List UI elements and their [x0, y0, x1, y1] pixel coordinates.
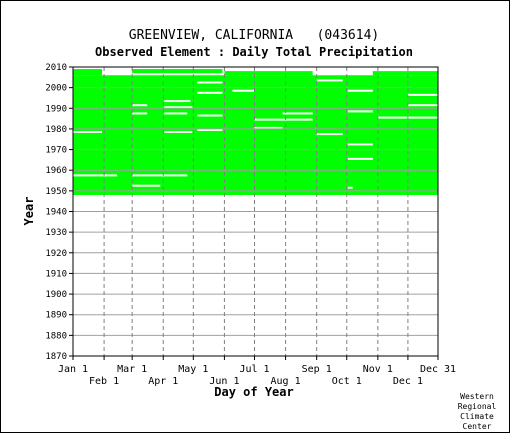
- x-tick-label: Nov 1: [363, 364, 393, 375]
- x-tick-label: Sep 1: [302, 364, 332, 375]
- missing-segment: [282, 112, 313, 115]
- missing-segment: [347, 186, 353, 189]
- missing-segment: [232, 89, 255, 92]
- y-tick-label: 1960: [45, 166, 67, 176]
- missing-segment: [347, 143, 373, 146]
- y-tick-label: 1910: [45, 269, 67, 279]
- data-layer: [73, 69, 438, 195]
- y-tick-label: 1990: [45, 104, 67, 114]
- missing-segment: [197, 81, 223, 84]
- missing-segment: [254, 126, 283, 129]
- observed-block: [132, 69, 223, 74]
- axis-layer: 1870 1880 1890 1900 1910 1920 1930 1940 1950 1960…: [45, 63, 456, 387]
- x-axis-label: Day of Year: [214, 385, 293, 399]
- credit-line: Center: [463, 422, 492, 431]
- missing-segment: [164, 112, 188, 115]
- missing-segment: [197, 114, 223, 117]
- x-tick-label: Jan 1: [58, 364, 88, 375]
- x-tick-label: Apr 1: [148, 376, 178, 387]
- y-tick-label: 2000: [45, 84, 67, 94]
- y-tick-label: 1930: [45, 228, 67, 238]
- missing-segment: [316, 79, 343, 82]
- missing-segment: [73, 131, 103, 134]
- y-axis-label: Year: [22, 197, 36, 226]
- credit-line: Climate: [460, 412, 494, 421]
- x-tick-label: Aug 1: [271, 376, 301, 387]
- missing-segment: [254, 118, 313, 121]
- y-tick-label: 1950: [45, 187, 67, 197]
- missing-segment: [197, 91, 223, 94]
- y-tick-label: 1920: [45, 249, 67, 259]
- y-tick-label: 1970: [45, 146, 67, 156]
- x-tick-label: Oct 1: [332, 376, 362, 387]
- x-tick-label: Dec 31: [420, 364, 456, 375]
- y-tick-label: 1900: [45, 290, 67, 300]
- missing-segment: [164, 106, 193, 109]
- x-tick-label: Dec 1: [393, 376, 423, 387]
- credit-line: Regional: [458, 402, 497, 411]
- missing-segment: [347, 89, 373, 92]
- observed-block: [73, 69, 103, 76]
- missing-segment: [407, 93, 438, 96]
- y-tick-label: 1870: [45, 352, 67, 362]
- x-tick-label: Feb 1: [89, 376, 119, 387]
- missing-segment: [132, 104, 148, 107]
- missing-segment: [197, 128, 223, 131]
- y-tick-label: 1980: [45, 125, 67, 135]
- y-tick-label: 1940: [45, 208, 67, 218]
- observed-block: [372, 71, 438, 76]
- missing-segment: [316, 133, 343, 136]
- y-tick-label: 1890: [45, 311, 67, 321]
- missing-segment: [132, 174, 188, 177]
- missing-segment: [73, 174, 118, 177]
- x-tick-label: Mar 1: [117, 364, 147, 375]
- missing-segment: [347, 157, 373, 160]
- y-tick-label: 1880: [45, 331, 67, 341]
- chart-title: GREENVIEW, CALIFORNIA (043614): [129, 28, 379, 43]
- x-tick-label: Jul 1: [239, 364, 269, 375]
- x-tick-label: May 1: [178, 364, 208, 375]
- x-tick-label: Jun 1: [209, 376, 239, 387]
- missing-segment: [132, 184, 161, 187]
- missing-segment: [164, 131, 193, 134]
- chart-subtitle: Observed Element : Daily Total Precipita…: [95, 45, 413, 59]
- missing-segment: [347, 110, 373, 113]
- missing-segment: [407, 104, 438, 107]
- credit-line: Western: [460, 392, 494, 401]
- y-tick-label: 2010: [45, 63, 67, 73]
- observed-block: [73, 75, 438, 195]
- missing-segment: [132, 112, 148, 115]
- missing-segment: [164, 100, 191, 103]
- observed-block: [224, 71, 313, 76]
